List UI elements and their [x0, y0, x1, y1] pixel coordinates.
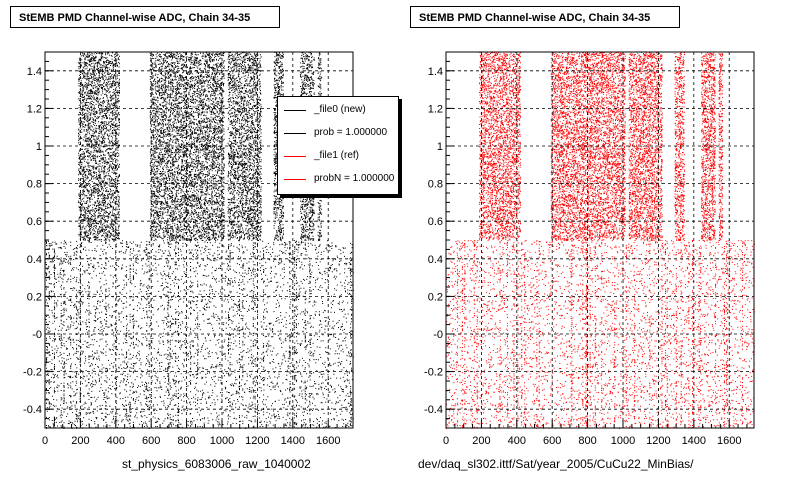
- legend-entry-probn: probN = 1.000000: [278, 170, 398, 188]
- right-y-tick-label-9: 1.4: [428, 66, 443, 78]
- left-y-tick-label-6: 0.8: [27, 179, 42, 191]
- right-x-tick-label-4: 800: [578, 435, 596, 447]
- left-chart-title: StEMB PMD Channel-wise ADC, Chain 34-35: [10, 6, 280, 28]
- right-y-tick-label-5: 0.6: [428, 216, 443, 228]
- right-x-tick-label-6: 1200: [646, 435, 670, 447]
- right-plot: 0 200 400 600 800 1000 1200 1400 1600 -0.4 -0.2 -0 0…: [424, 51, 755, 447]
- right-x-tick-label-5: 1000: [611, 435, 635, 447]
- left-x-tick-label-1: 200: [71, 435, 89, 447]
- right-x-tick-label-7: 1400: [682, 435, 706, 447]
- right-y-tick-label-0: -0.4: [424, 404, 443, 416]
- left-x-tick-label-6: 1200: [245, 435, 269, 447]
- left-y-tick-label-7: 1: [36, 141, 42, 153]
- left-data-points: [45, 52, 354, 429]
- legend-line-probn: [284, 179, 306, 180]
- left-x-tick-label-0: 0: [42, 435, 48, 447]
- right-data-points: [446, 52, 755, 429]
- left-scatter-series: [45, 52, 354, 429]
- right-x-tick-label-1: 200: [472, 435, 490, 447]
- legend-entry-file0: _file0 (new): [278, 101, 398, 119]
- right-y-tick-label-4: 0.4: [428, 254, 443, 266]
- left-x-tick-label-5: 1000: [210, 435, 234, 447]
- right-scatter-series: [446, 52, 755, 429]
- left-x-axis-label: st_physics_6083006_raw_1040002: [122, 457, 311, 471]
- legend-label-probn: probN = 1.000000: [314, 173, 395, 184]
- right-chart-title: StEMB PMD Channel-wise ADC, Chain 34-35: [410, 6, 680, 28]
- legend-label-file0: _file0 (new): [314, 104, 366, 115]
- legend-line-prob: [284, 133, 306, 134]
- legend: _file0 (new) prob = 1.000000 _file1 (ref…: [277, 96, 399, 195]
- right-y-tick-label-1: -0.2: [424, 367, 443, 379]
- legend-line-file1: [284, 156, 306, 157]
- right-x-tick-label-8: 1600: [717, 435, 741, 447]
- right-x-tick-label-3: 600: [543, 435, 561, 447]
- legend-entry-prob: prob = 1.000000: [278, 124, 398, 142]
- left-x-tick-label-3: 600: [142, 435, 160, 447]
- left-x-tick-label-4: 800: [177, 435, 195, 447]
- right-y-tick-label-2: -0: [433, 329, 443, 341]
- left-y-tick-label-8: 1.2: [27, 103, 42, 115]
- legend-entry-file1: _file1 (ref): [278, 147, 398, 165]
- left-x-tick-label-2: 400: [107, 435, 125, 447]
- right-x-tick-label-2: 400: [508, 435, 526, 447]
- legend-line-file0: [284, 110, 306, 111]
- right-x-tick-label-0: 0: [443, 435, 449, 447]
- left-y-tick-label-2: -0: [32, 329, 42, 341]
- left-y-tick-label-9: 1.4: [27, 66, 42, 78]
- right-y-tick-label-7: 1: [437, 141, 443, 153]
- left-x-tick-label-8: 1600: [316, 435, 340, 447]
- right-y-tick-label-3: 0.2: [428, 291, 443, 303]
- left-x-tick-label-7: 1400: [281, 435, 305, 447]
- right-x-axis-label: dev/daq_sl302.ittf/Sat/year_2005/CuCu22_…: [418, 457, 694, 471]
- legend-label-file1: _file1 (ref): [314, 150, 360, 161]
- right-y-tick-label-6: 0.8: [428, 179, 443, 191]
- left-y-tick-label-4: 0.4: [27, 254, 42, 266]
- left-y-tick-label-3: 0.2: [27, 291, 42, 303]
- left-y-tick-label-1: -0.2: [23, 367, 42, 379]
- legend-label-prob: prob = 1.000000: [314, 127, 388, 138]
- left-y-tick-label-5: 0.6: [27, 216, 42, 228]
- left-y-tick-label-0: -0.4: [23, 404, 42, 416]
- right-y-tick-label-8: 1.2: [428, 103, 443, 115]
